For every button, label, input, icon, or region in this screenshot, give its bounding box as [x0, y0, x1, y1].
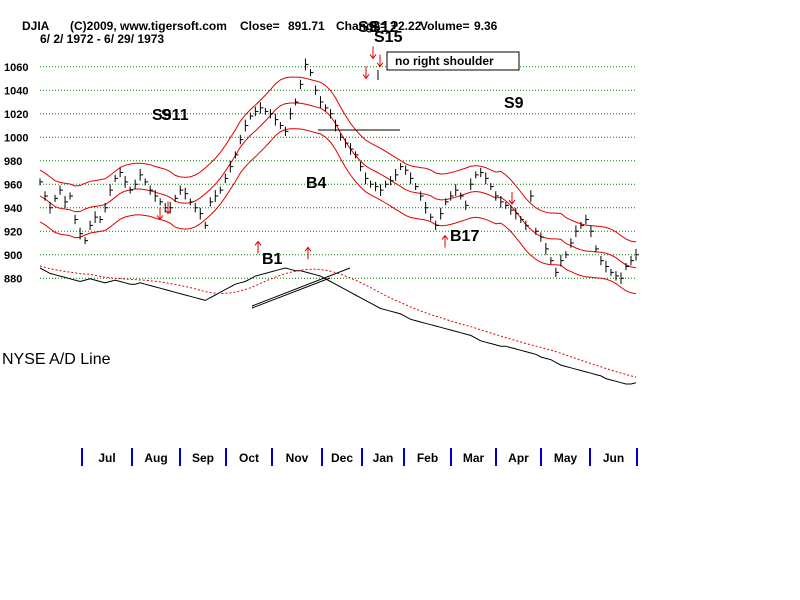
signal-arrowhead [164, 209, 172, 215]
volume-value: 9.36 [474, 19, 498, 33]
copyright-label: (C)2009, www.tigersoft.com [70, 19, 227, 33]
signal-arrowhead [376, 62, 384, 68]
month-label: May [554, 451, 578, 465]
month-axis: Jul Aug Sep Oct Nov Dec Jan Feb Mar Apr May Jun [81, 448, 638, 466]
symbol-label: DJIA [22, 19, 50, 33]
signal-label: B4 [306, 175, 327, 192]
lower-band [39, 128, 637, 295]
close-value: 891.71 [288, 19, 325, 33]
y-tick-label: 900 [4, 250, 22, 262]
month-label: Apr [508, 451, 529, 465]
y-tick-label: 880 [4, 273, 22, 285]
y-tick-label: 1060 [4, 62, 28, 74]
month-label: Jul [98, 451, 115, 465]
signal-arrowhead [156, 215, 164, 221]
signal-arrowhead [304, 246, 312, 252]
month-label: Feb [417, 451, 438, 465]
month-label: Aug [144, 451, 167, 465]
signal-arrowhead [362, 74, 370, 80]
y-tick-label: 940 [4, 203, 22, 215]
signal-arrowhead [441, 234, 449, 240]
change-value: +2.22 [391, 19, 422, 33]
ad-trendline [251, 267, 351, 309]
month-label: Nov [286, 451, 309, 465]
month-label: Jan [373, 451, 394, 465]
signal-label: S9 [152, 107, 172, 124]
date-range: 6/ 2/ 1972 - 6/ 29/ 1973 [40, 32, 165, 46]
bollinger-bands [39, 76, 637, 295]
callout-text: no right shoulder [395, 54, 494, 68]
y-tick-label: 960 [4, 179, 22, 191]
signal-label: S9 [358, 19, 378, 36]
y-axis-ticks: 880 900 920 940 960 980 1000 1020 1040 1060 [4, 62, 28, 286]
y-tick-label: 920 [4, 226, 22, 238]
signal-label: S9 [504, 95, 524, 112]
ad-line-series [39, 267, 637, 385]
ad-line-label: NYSE A/D Line [2, 351, 111, 368]
y-tick-label: 1000 [4, 132, 28, 144]
signal-label: S15 [374, 29, 403, 46]
month-label: Dec [331, 451, 353, 465]
change-label: Change= [336, 19, 388, 33]
month-label: Oct [239, 451, 259, 465]
signal-label: S11 [161, 107, 189, 124]
signal-label: S12 [370, 19, 399, 36]
ad-trendline-lower [251, 277, 331, 309]
close-label: Close= [240, 19, 280, 33]
y-tick-label: 980 [4, 156, 22, 168]
month-label: Jun [603, 451, 624, 465]
month-label: Mar [463, 451, 485, 465]
month-label: Sep [192, 451, 214, 465]
ad-moving-average [39, 265, 637, 378]
price-bars [39, 58, 639, 285]
signal-arrowhead [369, 54, 377, 60]
upper-band [39, 76, 637, 243]
signal-arrowhead [254, 240, 262, 246]
y-tick-label: 1020 [4, 109, 28, 121]
ad-trendline-upper [251, 267, 351, 307]
signal-label: B1 [262, 251, 283, 268]
signal-label: B17 [450, 228, 479, 245]
signal-arrowhead [508, 199, 516, 205]
callout-box: no right shoulder [386, 51, 520, 71]
middle-band [39, 102, 637, 269]
ad-line [39, 265, 637, 385]
y-tick-label: 1040 [4, 85, 28, 97]
volume-label: Volume= [420, 19, 470, 33]
grid-lines [40, 66, 636, 279]
